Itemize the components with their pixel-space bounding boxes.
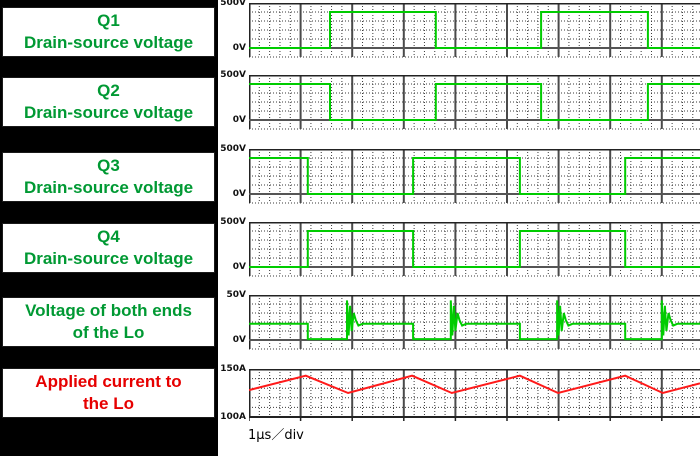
- ytick-bottom-q4: 0V: [232, 262, 246, 272]
- label-line: Voltage of both ends: [25, 301, 192, 320]
- scope-plot-q2: [249, 75, 700, 130]
- ytick-top-applied-current-to: 150A: [220, 364, 246, 374]
- ytick-top-q3: 500V: [220, 144, 246, 154]
- waveform-q1: [249, 11, 700, 49]
- ytick-bottom-q2: 0V: [232, 115, 246, 125]
- waveform-q2: [249, 83, 700, 121]
- label-box-q3: Q3 Drain-source voltage: [2, 152, 215, 202]
- waveform-q3: [249, 157, 700, 195]
- scope-plot-q1: [249, 3, 700, 58]
- label-box-q1: Q1 Drain-source voltage: [2, 7, 215, 57]
- label-line: Q4: [97, 227, 120, 246]
- label-box-q2: Q2 Drain-source voltage: [2, 77, 215, 127]
- scope-plot-voltage-of-both-ends: [249, 295, 700, 350]
- label-line: Drain-source voltage: [23, 103, 194, 122]
- ytick-top-q2: 500V: [220, 70, 246, 80]
- label-line: the Lo: [83, 394, 134, 413]
- waveform-applied-current-to: [249, 374, 700, 395]
- scope-plot-applied-current-to: [249, 369, 700, 421]
- waveform-q4: [249, 230, 700, 268]
- ytick-bottom-q1: 0V: [232, 43, 246, 53]
- label-box-voltage-of-both-ends: Voltage of both ends of the Lo: [2, 297, 215, 347]
- time-per-div-label: 1μs／div: [248, 428, 304, 443]
- label-box-applied-current-to: Applied current to the Lo: [2, 368, 215, 418]
- ytick-bottom-voltage-of-both-ends: 0V: [232, 335, 246, 345]
- label-box-q4: Q4 Drain-source voltage: [2, 223, 215, 273]
- label-panel: Q1 Drain-source voltage Q2 Drain-source vol…: [0, 0, 218, 456]
- label-line: Drain-source voltage: [23, 249, 194, 268]
- label-line: Drain-source voltage: [23, 33, 194, 52]
- label-line: Q1: [97, 11, 120, 30]
- label-line: Drain-source voltage: [23, 178, 194, 197]
- ytick-bottom-applied-current-to: 100A: [220, 412, 246, 422]
- waveform-voltage-of-both-ends: [249, 300, 700, 341]
- label-line: Q3: [97, 156, 120, 175]
- ytick-top-voltage-of-both-ends: 50V: [226, 290, 247, 300]
- scope-plot-q3: [249, 149, 700, 204]
- label-line: Q2: [97, 81, 120, 100]
- label-line: of the Lo: [72, 323, 145, 342]
- scope-plot-q4: [249, 222, 700, 277]
- ytick-top-q4: 500V: [220, 217, 246, 227]
- label-line: Applied current to: [35, 372, 182, 391]
- ytick-top-q1: 500V: [220, 0, 246, 8]
- ytick-bottom-q3: 0V: [232, 189, 246, 199]
